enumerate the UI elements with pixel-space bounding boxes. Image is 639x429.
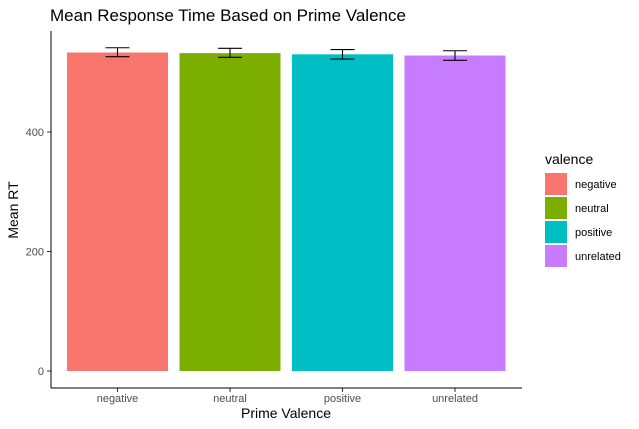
legend-title: valence [545, 151, 593, 167]
x-tick-label-negative: negative [97, 393, 139, 405]
legend-key-neutral [545, 197, 567, 219]
x-axis-title: Prime Valence [241, 405, 331, 421]
legend-key-unrelated [545, 245, 567, 267]
chart-title: Mean Response Time Based on Prime Valenc… [50, 6, 406, 25]
bar-unrelated [404, 55, 506, 372]
error-bar-unrelated [443, 50, 467, 61]
legend-label-unrelated: unrelated [575, 251, 621, 263]
legend: negative neutral positive unrelated [545, 173, 621, 267]
bar-neutral [179, 53, 281, 371]
legend-key-positive [545, 221, 567, 243]
legend-label-neutral: neutral [575, 203, 609, 215]
x-tick-label-neutral: neutral [213, 393, 247, 405]
error-bar-negative [105, 47, 130, 58]
plot-area: 0 200 400 negative neutral positive unrelated [26, 47, 506, 405]
y-tick-label: 0 [38, 366, 44, 378]
bar-negative [67, 52, 168, 371]
legend-label-positive: positive [575, 227, 612, 239]
x-tick-label-positive: positive [324, 393, 361, 405]
y-tick-label: 400 [26, 127, 44, 139]
legend-key-negative [545, 173, 567, 195]
error-bar-positive [330, 48, 355, 60]
error-bar-neutral [218, 47, 242, 58]
bar-positive [292, 54, 393, 371]
legend-label-negative: negative [575, 179, 617, 191]
x-tick-label-unrelated: unrelated [432, 393, 478, 405]
y-tick-label: 200 [26, 247, 44, 259]
y-axis-title: Mean RT [5, 181, 21, 239]
